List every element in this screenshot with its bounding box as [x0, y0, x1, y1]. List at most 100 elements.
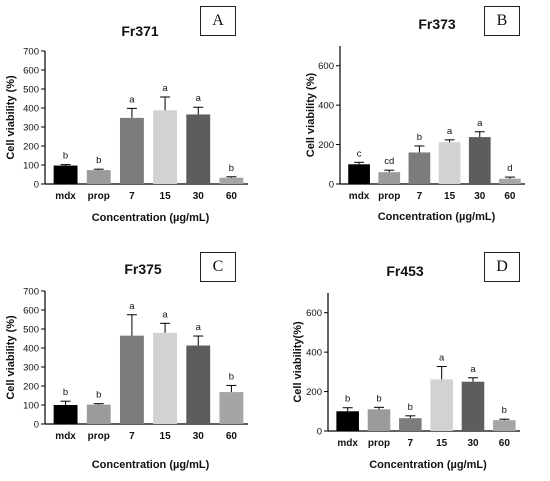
x-axis-label: Concentration (µg/mL): [92, 459, 210, 471]
chart-panel-c: Fr375 0 100 200 300 400 500 600 700 Cell viabilit…: [5, 261, 248, 471]
bar: [468, 137, 491, 184]
significance-letter: b: [376, 393, 381, 404]
y-tick-label: 0: [34, 420, 39, 431]
x-tick-label: 60: [504, 191, 516, 202]
y-tick-label: 200: [23, 142, 39, 153]
bar: [53, 165, 78, 184]
x-tick-label: 30: [193, 431, 205, 442]
x-tick-label: 60: [499, 438, 511, 449]
y-tick-label: 600: [318, 61, 334, 72]
x-tick-label: 15: [444, 191, 456, 202]
bar: [348, 164, 370, 184]
bar: [86, 170, 111, 184]
significance-letter: b: [63, 387, 68, 398]
y-tick-label: 400: [306, 348, 322, 359]
x-tick-label: 7: [417, 191, 423, 202]
x-tick-label: mdx: [349, 191, 370, 202]
significance-letter: a: [196, 322, 202, 333]
y-tick-label: 100: [23, 401, 39, 412]
y-tick-label: 0: [329, 180, 334, 191]
significance-letter: b: [417, 132, 422, 143]
y-tick-label: 600: [306, 308, 322, 319]
bar: [53, 405, 78, 424]
bar: [336, 411, 359, 431]
bar: [399, 418, 422, 431]
significance-letter: b: [63, 151, 68, 162]
significance-letter: a: [447, 126, 453, 137]
significance-letter: a: [470, 364, 476, 375]
bar: [461, 381, 485, 431]
significance-letter: b: [96, 390, 101, 401]
x-tick-label: 60: [226, 431, 238, 442]
y-tick-label: 100: [23, 161, 39, 172]
significance-letter: b: [229, 371, 234, 382]
bar: [430, 379, 453, 431]
bar: [119, 117, 144, 184]
y-tick-label: 600: [23, 66, 39, 77]
chart-title: Fr371: [121, 23, 159, 39]
panel-label-d: D: [484, 252, 520, 282]
significance-letter: a: [196, 93, 202, 104]
bar: [153, 332, 178, 424]
x-tick-label: prop: [88, 431, 110, 442]
significance-letter: a: [129, 94, 135, 105]
significance-letter: d: [507, 163, 512, 174]
x-tick-label: 15: [436, 438, 448, 449]
y-tick-label: 300: [23, 123, 39, 134]
panel-label-b: B: [484, 6, 520, 36]
x-tick-label: 15: [160, 431, 172, 442]
significance-letter: cd: [384, 156, 394, 167]
y-tick-label: 500: [23, 85, 39, 96]
y-tick-label: 200: [318, 140, 334, 151]
x-tick-label: prop: [88, 191, 110, 202]
x-tick-label: 7: [129, 431, 135, 442]
bar: [119, 335, 144, 424]
x-tick-label: 30: [193, 191, 205, 202]
x-tick-label: 7: [408, 438, 414, 449]
significance-letter: a: [162, 309, 168, 320]
x-tick-label: prop: [378, 191, 400, 202]
significance-letter: b: [408, 402, 413, 413]
bar: [153, 110, 178, 184]
x-tick-label: 7: [129, 191, 135, 202]
y-tick-label: 300: [23, 363, 39, 374]
x-tick-label: 15: [160, 191, 172, 202]
x-tick-label: 60: [226, 191, 238, 202]
y-axis-label: Cell viability(%): [292, 321, 304, 403]
bar: [408, 152, 431, 184]
significance-letter: a: [129, 301, 135, 312]
y-axis-label: Cell viability (%): [305, 72, 317, 157]
x-tick-label: 30: [474, 191, 486, 202]
chart-panel-a: Fr371 0 100 200 300 400 500 600 700 Cell viabilit…: [5, 23, 248, 224]
significance-letter: b: [345, 394, 350, 405]
bar: [438, 142, 461, 184]
bar: [219, 177, 244, 184]
bar: [219, 392, 244, 424]
x-tick-label: 30: [467, 438, 479, 449]
y-axis-label: Cell viability (%): [5, 75, 17, 160]
panel-label-c: C: [200, 252, 236, 282]
y-tick-label: 700: [23, 287, 39, 298]
significance-letter: b: [96, 155, 101, 166]
bar: [378, 172, 401, 184]
x-axis-label: Concentration (µg/mL): [92, 212, 210, 224]
bar: [186, 114, 211, 184]
y-tick-label: 200: [306, 387, 322, 398]
x-tick-label: mdx: [55, 191, 76, 202]
x-axis-label: Concentration (µg/mL): [378, 211, 496, 223]
bar: [493, 420, 516, 431]
significance-letter: c: [357, 148, 362, 159]
bar: [186, 345, 211, 424]
chart-title: Fr453: [386, 263, 424, 279]
significance-letter: b: [229, 163, 234, 174]
x-tick-label: mdx: [55, 431, 76, 442]
significance-letter: b: [502, 405, 507, 416]
chart-title: Fr373: [418, 16, 456, 32]
y-tick-label: 0: [34, 180, 39, 191]
bar: [86, 404, 111, 424]
y-tick-label: 400: [23, 344, 39, 355]
significance-letter: a: [439, 353, 445, 364]
